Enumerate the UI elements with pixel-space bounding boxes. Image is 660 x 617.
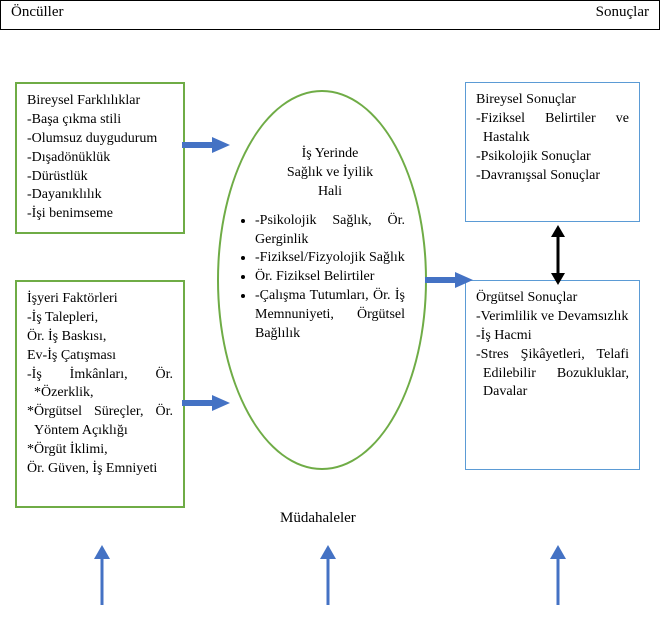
header-right-label: Sonuçlar: [596, 4, 649, 26]
list-item: -Psikolojik Sonuçlar: [476, 148, 629, 167]
list-item: -İş İmkânları, Ör. *Özerklik,: [27, 366, 173, 404]
up-arrow-icon: [92, 545, 112, 605]
list-item: -İşi benimseme: [27, 205, 173, 224]
center-content: İş Yerinde Sağlık ve İyilik Hali -Psikol…: [255, 145, 405, 344]
list-item: -Dürüstlük: [27, 168, 173, 187]
list-item: -Dayanıklılık: [27, 186, 173, 205]
ellipse-title: İş Yerinde Sağlık ve İyilik Hali: [255, 145, 405, 202]
title-line: Sağlık ve İyilik: [255, 164, 405, 183]
double-arrow-icon: [548, 225, 568, 285]
list-item: -Fiziksel Belirtiler ve Hastalık: [476, 110, 629, 148]
list-item: -İş Talepleri,: [27, 309, 173, 328]
workplace-factors-box: İşyeri Faktörleri -İş Talepleri,Ör. İş B…: [15, 280, 185, 508]
box-title: Bireysel Farklılıklar: [27, 92, 173, 111]
list-item: *Örgütsel Süreçler, Ör. Yöntem Açıklığı: [27, 403, 173, 441]
list-item: -İş Hacmi: [476, 327, 629, 346]
list-item: Ev-İş Çatışması: [27, 347, 173, 366]
list-item: -Stres Şikâyetleri, Telafi Edilebilir Bo…: [476, 346, 629, 403]
arrow-icon: [425, 270, 475, 290]
title-line: Hali: [255, 183, 405, 202]
box-list: -Verimlilik ve Devamsızlık-İş Hacmi-Stre…: [476, 308, 629, 402]
title-line: İş Yerinde: [255, 145, 405, 164]
list-item: -Psikolojik Sağlık, Ör. Gerginlik: [255, 212, 405, 250]
up-arrow-icon: [318, 545, 338, 605]
individual-differences-box: Bireysel Farklılıklar -Başa çıkma stili-…: [15, 82, 185, 234]
organizational-results-box: Örgütsel Sonuçlar -Verimlilik ve Devamsı…: [465, 280, 640, 470]
interventions-label: Müdahaleler: [280, 510, 356, 527]
header-bar: Öncüller Sonuçlar: [0, 0, 660, 30]
list-item: -Fiziksel/Fizyolojik Sağlık: [255, 249, 405, 268]
list-item: -Olumsuz duygudurum: [27, 130, 173, 149]
list-item: -Davranışsal Sonuçlar: [476, 167, 629, 186]
box-list: -Fiziksel Belirtiler ve Hastalık-Psikolo…: [476, 110, 629, 186]
arrow-icon: [182, 393, 232, 413]
list-item: -Verimlilik ve Devamsızlık: [476, 308, 629, 327]
list-item: -Çalışma Tutumları, Ör. İş Memnuniyeti, …: [255, 287, 405, 344]
box-list: -İş Talepleri,Ör. İş Baskısı,Ev-İş Çatış…: [27, 309, 173, 479]
box-title: Örgütsel Sonuçlar: [476, 289, 629, 308]
header-left-label: Öncüller: [11, 4, 63, 26]
center-list: -Psikolojik Sağlık, Ör. Gerginlik-Fiziks…: [255, 212, 405, 344]
arrow-icon: [182, 135, 232, 155]
box-title: Bireysel Sonuçlar: [476, 91, 629, 110]
box-title: İşyeri Faktörleri: [27, 290, 173, 309]
up-arrow-icon: [548, 545, 568, 605]
list-item: -Başa çıkma stili: [27, 111, 173, 130]
box-list: -Başa çıkma stili-Olumsuz duygudurum-Dış…: [27, 111, 173, 224]
individual-results-box: Bireysel Sonuçlar -Fiziksel Belirtiler v…: [465, 82, 640, 222]
list-item: -Dışadönüklük: [27, 149, 173, 168]
list-item: *Örgüt İklimi,: [27, 441, 173, 460]
list-item: Ör. Fiziksel Belirtiler: [255, 268, 405, 287]
list-item: Ör. İş Baskısı,: [27, 328, 173, 347]
list-item: Ör. Güven, İş Emniyeti: [27, 460, 173, 479]
